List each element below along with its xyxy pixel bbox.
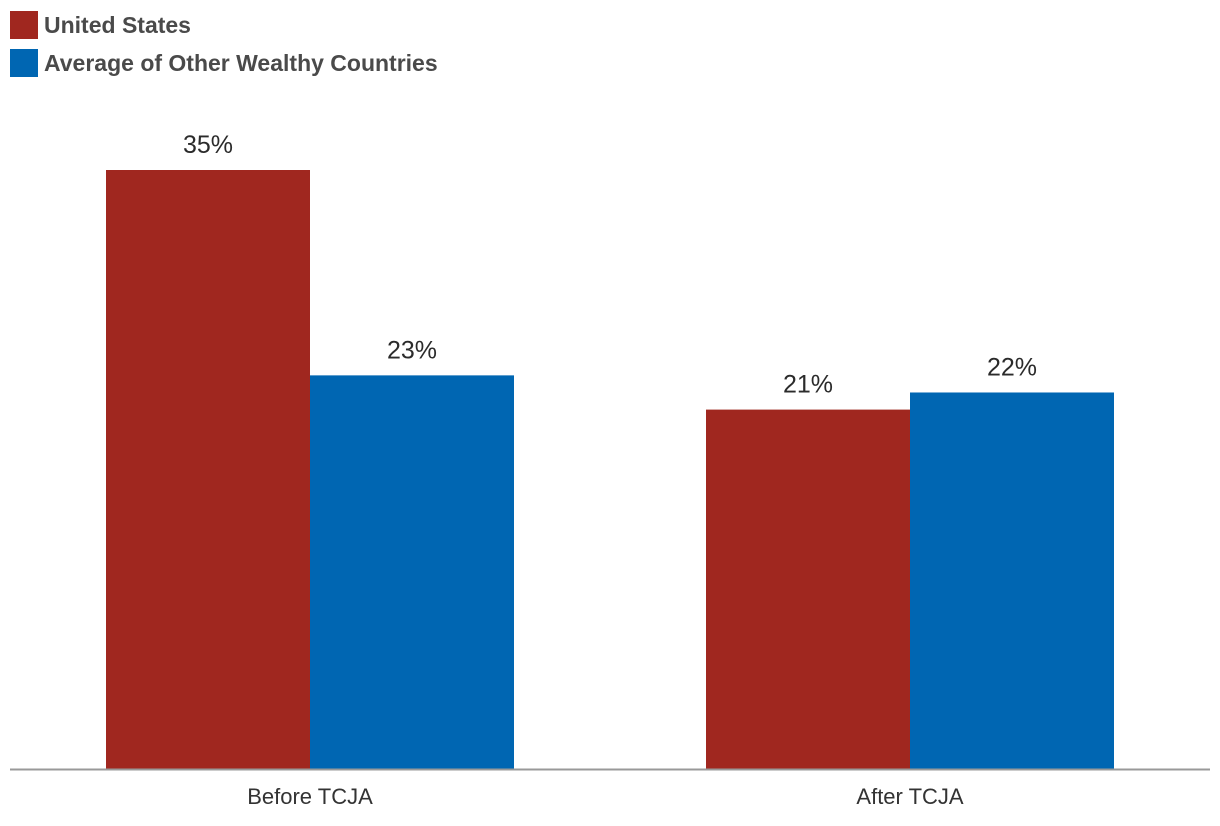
data-label-before-tcja-other-wealthy: 23% xyxy=(387,336,437,364)
data-label-after-tcja-other-wealthy: 22% xyxy=(987,353,1037,381)
data-label-after-tcja-us: 21% xyxy=(783,371,833,399)
legend-swatch-other-wealthy-countries xyxy=(10,49,38,77)
x-tick-label-before-tcja: Before TCJA xyxy=(247,784,373,809)
bar-after-tcja-other-wealthy xyxy=(910,392,1114,769)
legend-item-united-states: United States xyxy=(10,11,438,39)
bar-after-tcja-us xyxy=(706,409,910,769)
legend-label-united-states: United States xyxy=(44,11,191,38)
data-label-before-tcja-us: 35% xyxy=(183,131,233,159)
bar-before-tcja-other-wealthy xyxy=(310,375,514,769)
x-tick-label-after-tcja: After TCJA xyxy=(856,784,964,809)
bar-before-tcja-us xyxy=(106,170,310,769)
legend-swatch-united-states xyxy=(10,11,38,39)
legend-item-other-wealthy-countries: Average of Other Wealthy Countries xyxy=(10,49,438,77)
legend-label-other-wealthy-countries: Average of Other Wealthy Countries xyxy=(44,49,438,76)
legend: United States Average of Other Wealthy C… xyxy=(10,11,438,87)
